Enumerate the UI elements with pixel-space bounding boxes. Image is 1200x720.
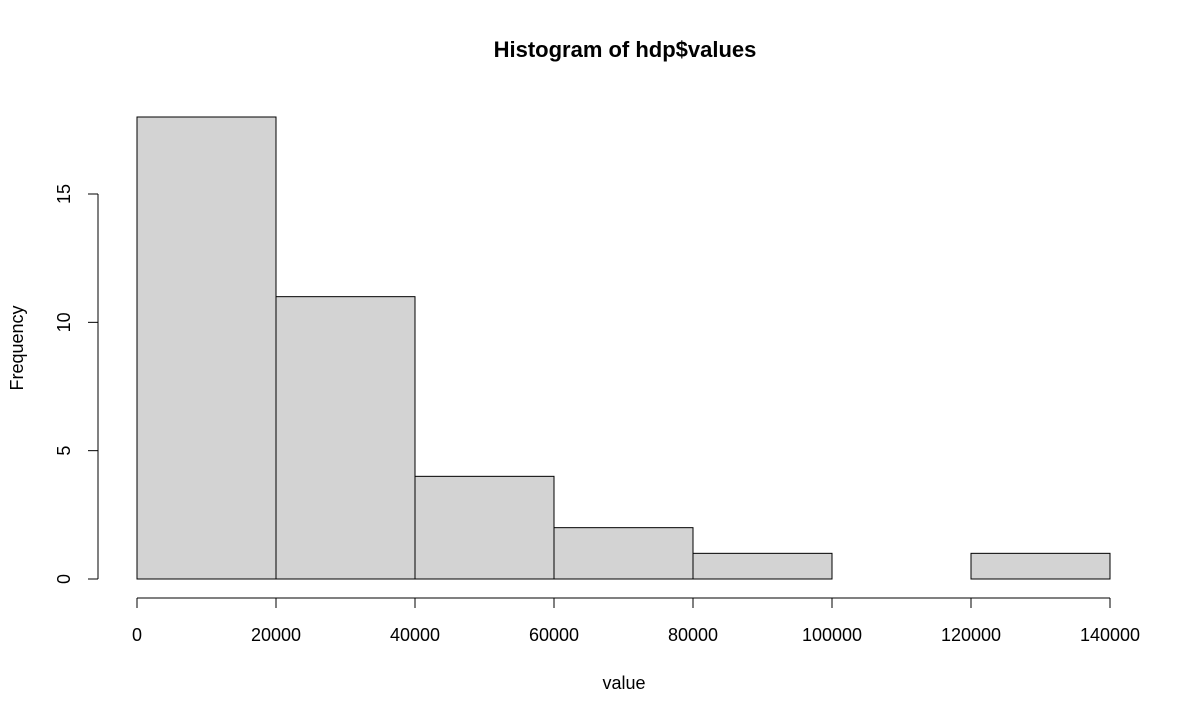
y-tick-label: 15 [54, 184, 74, 204]
chart-title: Histogram of hdp$values [494, 37, 757, 62]
x-tick-label: 120000 [941, 625, 1001, 645]
y-axis: 0 5 10 15 [54, 184, 99, 584]
x-tick-label: 60000 [529, 625, 579, 645]
y-axis-label: Frequency [7, 305, 27, 390]
histogram-bar [553, 527, 694, 580]
histogram-bar [136, 116, 277, 580]
x-tick-label: 140000 [1080, 625, 1140, 645]
histogram-bars [136, 116, 1111, 580]
x-tick-label: 20000 [251, 625, 301, 645]
histogram-bar [692, 552, 833, 580]
x-axis: 0 20000 40000 60000 80000 100000 120000 140000 [132, 597, 1140, 645]
x-axis-label: value [602, 673, 645, 693]
histogram-bar [970, 552, 1111, 580]
x-tick-label: 100000 [802, 625, 862, 645]
histogram-bar [275, 296, 416, 580]
x-tick-label: 80000 [668, 625, 718, 645]
x-tick-label: 0 [132, 625, 142, 645]
histogram-bar [414, 475, 555, 580]
y-tick-label: 0 [54, 574, 74, 584]
x-tick-label: 40000 [390, 625, 440, 645]
y-tick-label: 10 [54, 312, 74, 332]
y-tick-label: 5 [54, 446, 74, 456]
